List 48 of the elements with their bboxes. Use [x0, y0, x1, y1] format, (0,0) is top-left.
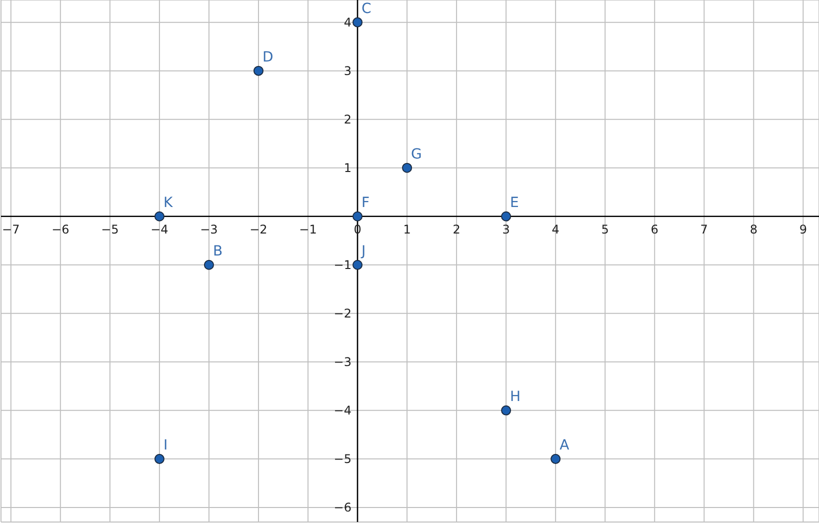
point — [402, 162, 412, 173]
x-tick-label: 3 — [502, 222, 510, 236]
x-tick-label: 6 — [650, 222, 658, 236]
y-tick-label: 4 — [344, 15, 352, 30]
data-label: I — [163, 437, 168, 454]
data-label: C — [362, 0, 372, 17]
data-label: F — [362, 194, 370, 211]
x-tick-label: 1 — [403, 222, 411, 236]
y-tick-label: 1 — [344, 160, 352, 175]
data-label: J — [360, 243, 366, 260]
point — [204, 260, 214, 270]
data-label: H — [510, 388, 521, 405]
x-tick-label: −7 — [2, 222, 20, 236]
data-label: K — [163, 194, 174, 211]
x-tick-label: −3 — [200, 222, 218, 236]
y-tick-label: −2 — [334, 306, 352, 320]
point — [550, 454, 561, 464]
x-tick-label: 7 — [700, 222, 708, 236]
x-tick-label: −6 — [52, 222, 70, 236]
y-tick-label: −3 — [334, 354, 352, 369]
x-tick-label: −2 — [250, 222, 268, 236]
x-tick-label: 4 — [552, 222, 560, 236]
point — [501, 405, 512, 416]
point — [154, 211, 164, 222]
data-label: E — [510, 194, 519, 211]
point — [352, 211, 363, 222]
data-label: D — [262, 49, 274, 66]
x-tick-label: −1 — [299, 222, 317, 236]
y-tick-label: 3 — [344, 64, 352, 78]
x-tick-label: 2 — [452, 222, 460, 236]
data-label: A — [560, 437, 570, 454]
point — [501, 211, 512, 222]
x-tick-label: 8 — [750, 222, 758, 236]
y-tick-label: −4 — [334, 403, 352, 418]
point — [352, 17, 363, 28]
y-tick-label: −1 — [334, 258, 352, 272]
y-tick-label: −6 — [334, 500, 352, 514]
y-tick-label: 2 — [344, 112, 352, 126]
data-label: B — [212, 243, 223, 260]
point — [352, 260, 363, 270]
x-tick-label: 5 — [601, 222, 609, 236]
x-tick-label: −4 — [150, 222, 168, 236]
point — [154, 454, 164, 464]
x-tick-label: −5 — [101, 222, 119, 236]
y-tick-label: −5 — [334, 452, 352, 466]
data-label: G — [411, 146, 422, 162]
x-tick-label: 9 — [799, 222, 807, 236]
point — [253, 66, 264, 76]
